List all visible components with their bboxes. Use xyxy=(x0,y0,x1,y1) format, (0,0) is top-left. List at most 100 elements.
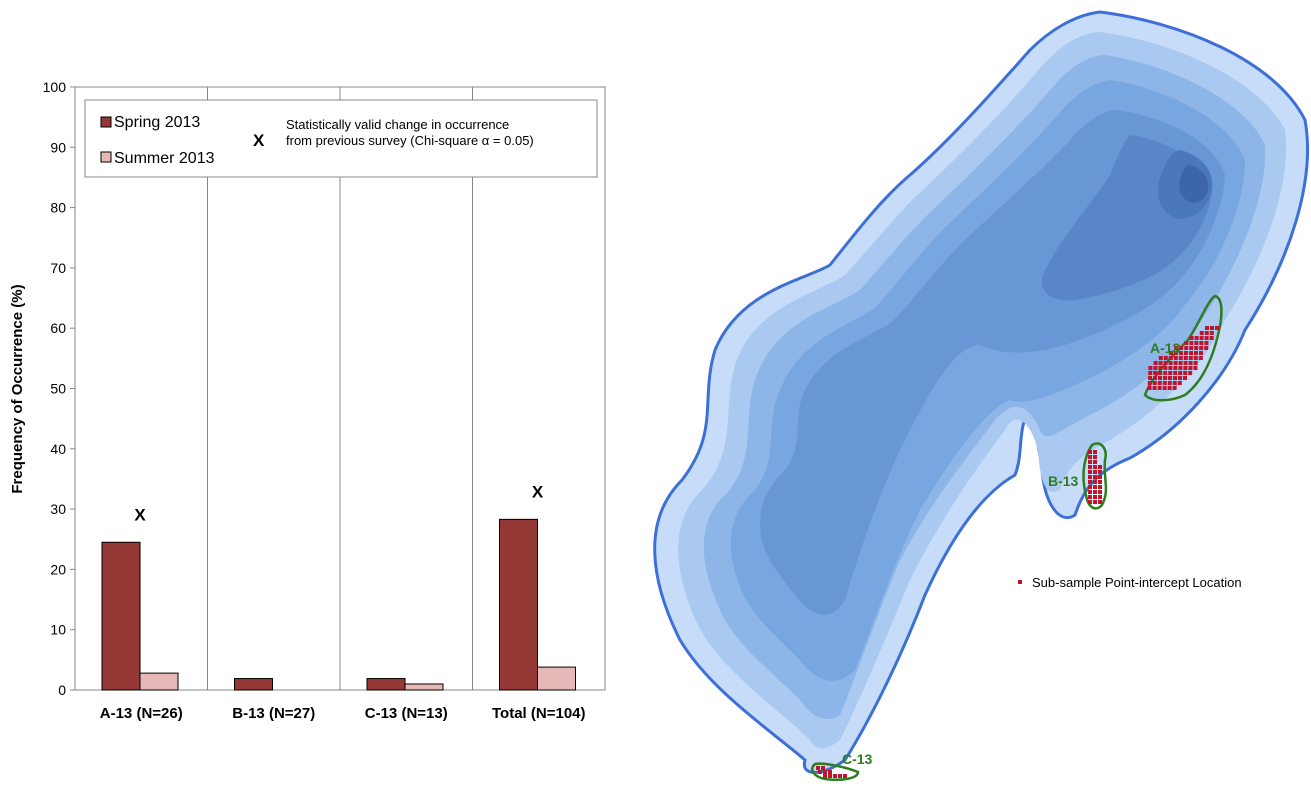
sample-point xyxy=(1184,361,1188,365)
sample-point xyxy=(833,774,837,778)
sample-point xyxy=(1093,485,1097,489)
sample-point xyxy=(1093,480,1097,484)
sample-point xyxy=(816,766,820,770)
y-tick-label: 80 xyxy=(50,200,66,216)
sample-point xyxy=(1188,366,1192,370)
sample-point xyxy=(1088,450,1092,454)
sample-point xyxy=(1189,341,1193,345)
sample-point xyxy=(1169,361,1173,365)
sample-point xyxy=(1088,485,1092,489)
sample-point xyxy=(1093,475,1097,479)
sample-point xyxy=(1093,465,1097,469)
sample-point xyxy=(1098,500,1102,504)
sample-point xyxy=(1193,366,1197,370)
sample-point xyxy=(1159,361,1163,365)
sample-point xyxy=(1178,381,1182,385)
sample-point xyxy=(1088,460,1092,464)
sample-point xyxy=(1093,460,1097,464)
sample-point xyxy=(1093,455,1097,459)
y-axis: 0 10 20 30 40 50 60 70 80 90 100 xyxy=(43,79,75,698)
sample-point xyxy=(1098,475,1102,479)
sample-point xyxy=(1200,336,1204,340)
x-category-label: A-13 (N=26) xyxy=(100,705,183,722)
legend-significance-symbol: X xyxy=(253,131,265,150)
sample-point xyxy=(1158,381,1162,385)
sample-point xyxy=(818,770,822,774)
sample-point xyxy=(1098,465,1102,469)
y-tick-label: 20 xyxy=(50,561,66,577)
sample-point xyxy=(1163,376,1167,380)
sample-point xyxy=(1093,470,1097,474)
sample-point xyxy=(1194,356,1198,360)
sample-point xyxy=(1174,361,1178,365)
y-tick-label: 70 xyxy=(50,260,66,276)
sample-point xyxy=(1148,371,1152,375)
site-label-b13: B-13 xyxy=(1048,473,1079,489)
sample-point xyxy=(1088,480,1092,484)
legend-label-spring: Spring 2013 xyxy=(114,114,200,131)
sample-point xyxy=(1184,351,1188,355)
y-tick-label: 40 xyxy=(50,441,66,457)
significance-mark: X xyxy=(134,505,146,524)
bar-chart: 0 10 20 30 40 50 60 70 80 90 100 A-13 (N=26) B-13 (… xyxy=(0,0,620,786)
y-axis-title: Frequency of Occurrence (%) xyxy=(9,284,26,493)
sample-point xyxy=(1154,361,1158,365)
map-legend-point-icon xyxy=(1018,580,1022,584)
bar-summer xyxy=(538,667,576,690)
site-label-c13: C-13 xyxy=(842,751,873,767)
sample-point xyxy=(1190,336,1194,340)
sample-point xyxy=(1093,500,1097,504)
sample-point xyxy=(1210,326,1214,330)
sample-point xyxy=(1178,371,1182,375)
sample-point xyxy=(1158,376,1162,380)
bar-spring xyxy=(367,679,405,690)
sample-point xyxy=(1153,366,1157,370)
sample-point xyxy=(1205,331,1209,335)
sample-point xyxy=(1168,366,1172,370)
sample-point xyxy=(1093,450,1097,454)
legend: Spring 2013 Summer 2013 X Statistically … xyxy=(85,100,597,177)
sample-point xyxy=(1159,356,1163,360)
sample-point xyxy=(1195,336,1199,340)
sample-point xyxy=(1173,386,1177,390)
x-axis-labels: A-13 (N=26) B-13 (N=27) C-13 (N=13) Total (… xyxy=(100,705,586,722)
sample-point xyxy=(1178,376,1182,380)
sample-point xyxy=(1183,366,1187,370)
sample-point xyxy=(1098,485,1102,489)
sample-point xyxy=(1163,386,1167,390)
sample-point xyxy=(1153,381,1157,385)
sample-point xyxy=(1088,495,1092,499)
sample-point xyxy=(1184,341,1188,345)
bar-spring xyxy=(235,679,273,690)
sample-point xyxy=(1210,336,1214,340)
sample-point xyxy=(1204,346,1208,350)
sample-point xyxy=(1188,371,1192,375)
y-tick-label: 10 xyxy=(50,622,66,638)
sample-point xyxy=(1184,356,1188,360)
sample-point xyxy=(1194,346,1198,350)
sample-point xyxy=(1205,326,1209,330)
sample-point xyxy=(828,770,832,774)
lake-bathymetry xyxy=(655,12,1308,772)
bar-summer xyxy=(405,684,443,690)
significance-mark: X xyxy=(532,482,544,501)
sample-point xyxy=(1168,371,1172,375)
y-tick-label: 0 xyxy=(58,682,66,698)
sample-point xyxy=(1168,376,1172,380)
sample-point xyxy=(1088,500,1092,504)
y-tick-label: 100 xyxy=(43,79,67,95)
sample-point xyxy=(1199,351,1203,355)
sample-point xyxy=(1173,376,1177,380)
sample-point xyxy=(1153,371,1157,375)
sample-point xyxy=(1088,465,1092,469)
sample-point xyxy=(1153,376,1157,380)
sample-point xyxy=(1164,361,1168,365)
sample-point xyxy=(1183,376,1187,380)
sample-point xyxy=(1169,356,1173,360)
sample-point xyxy=(1098,480,1102,484)
sample-point xyxy=(1189,356,1193,360)
legend-swatch-summer xyxy=(101,152,111,162)
lake-map: A-13 B-13 C-13 Sub-sample Point-intercep… xyxy=(620,0,1311,786)
sample-point xyxy=(1194,361,1198,365)
sample-point xyxy=(1098,495,1102,499)
